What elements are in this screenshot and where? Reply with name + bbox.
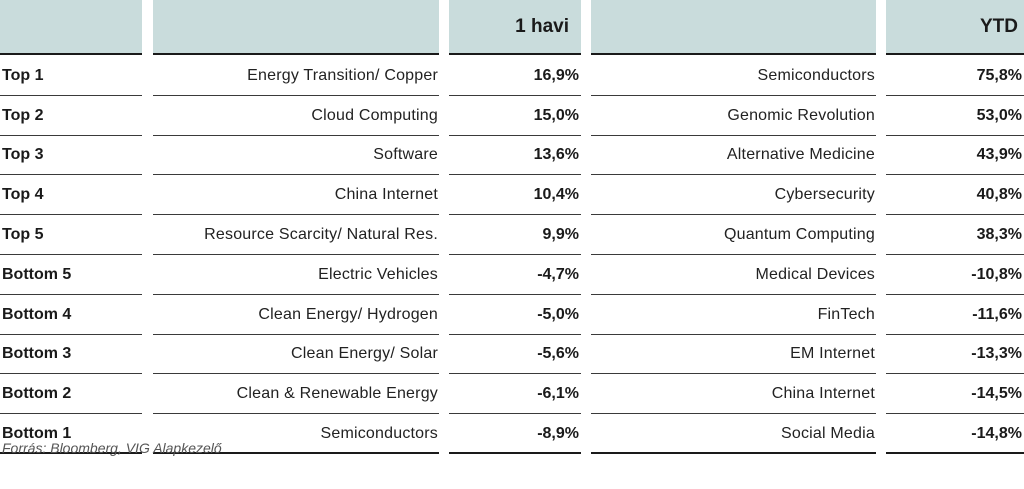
header-ytd: YTD	[886, 0, 1024, 55]
row-name-1m: China Internet	[153, 176, 439, 216]
row-value-1m: 10,4%	[449, 176, 581, 216]
row-name-1m: Clean Energy/ Hydrogen	[153, 296, 439, 335]
table-body: Top 1 Energy Transition/ Copper 16,9% Semic…	[0, 57, 1024, 455]
row-name-ytd: China Internet	[591, 375, 876, 415]
row-name-1m: Clean Energy/ Solar	[153, 336, 439, 375]
row-name-1m: Clean & Renewable Energy	[153, 375, 439, 415]
table-row: Top 3 Software 13,6% Alternative Medicine 43…	[0, 137, 1024, 177]
row-rank: Bottom 3	[0, 336, 142, 375]
table-row: Top 5 Resource Scarcity/ Natural Res. 9,9%…	[0, 216, 1024, 256]
row-value-1m: 13,6%	[449, 137, 581, 176]
row-name-ytd: Cybersecurity	[591, 176, 876, 216]
row-name-ytd: Genomic Revolution	[591, 97, 876, 136]
row-value-1m: 16,9%	[449, 57, 581, 96]
row-value-ytd: 53,0%	[886, 97, 1024, 136]
header-name-ytd	[591, 0, 876, 55]
row-value-ytd: -10,8%	[886, 256, 1024, 295]
row-name-1m: Electric Vehicles	[153, 256, 439, 295]
row-name-ytd: Alternative Medicine	[591, 137, 876, 176]
table-row: Bottom 5 Electric Vehicles -4,7% Medical De…	[0, 256, 1024, 296]
row-rank: Top 5	[0, 216, 142, 255]
row-value-ytd: -14,8%	[886, 415, 1024, 454]
table-row: Bottom 3 Clean Energy/ Solar -5,6% EM Inter…	[0, 336, 1024, 376]
row-value-ytd: 40,8%	[886, 176, 1024, 216]
row-name-ytd: Medical Devices	[591, 256, 876, 295]
table-row: Top 2 Cloud Computing 15,0% Genomic Revolut…	[0, 97, 1024, 137]
row-name-ytd: Semiconductors	[591, 57, 876, 96]
row-name-ytd: Social Media	[591, 415, 876, 454]
row-name-1m: Cloud Computing	[153, 97, 439, 136]
row-value-ytd: -13,3%	[886, 336, 1024, 375]
row-value-1m: 9,9%	[449, 216, 581, 255]
source-note: Forrás: Bloomberg, VIG Alapkezelő	[2, 440, 222, 456]
row-name-ytd: Quantum Computing	[591, 216, 876, 255]
row-value-1m: -5,6%	[449, 336, 581, 375]
row-rank: Bottom 1	[0, 415, 142, 454]
row-rank: Top 1	[0, 57, 142, 96]
table-row: Bottom 1 Semiconductors -8,9% Social Media -…	[0, 415, 1024, 455]
row-value-1m: -6,1%	[449, 375, 581, 415]
row-name-ytd: FinTech	[591, 296, 876, 335]
row-rank: Top 2	[0, 97, 142, 136]
row-value-ytd: -11,6%	[886, 296, 1024, 335]
row-value-ytd: 38,3%	[886, 216, 1024, 255]
row-value-ytd: 43,9%	[886, 137, 1024, 176]
performance-table: 1 havi YTD Top 1 Energy Transition/ Coppe…	[0, 0, 1024, 455]
row-rank: Bottom 4	[0, 296, 142, 335]
row-name-1m: Resource Scarcity/ Natural Res.	[153, 216, 439, 255]
table-row: Bottom 4 Clean Energy/ Hydrogen -5,0% FinTe…	[0, 296, 1024, 336]
header-1-havi: 1 havi	[449, 0, 581, 55]
header-name-1m	[153, 0, 439, 55]
row-value-1m: -8,9%	[449, 415, 581, 454]
row-name-ytd: EM Internet	[591, 336, 876, 375]
row-value-1m: -5,0%	[449, 296, 581, 335]
row-rank: Top 3	[0, 137, 142, 176]
row-name-1m: Semiconductors	[153, 415, 439, 454]
row-value-ytd: -14,5%	[886, 375, 1024, 415]
row-name-1m: Energy Transition/ Copper	[153, 57, 439, 96]
row-value-1m: 15,0%	[449, 97, 581, 136]
row-value-1m: -4,7%	[449, 256, 581, 295]
row-rank: Bottom 2	[0, 375, 142, 415]
row-rank: Top 4	[0, 176, 142, 216]
table-header: 1 havi YTD	[0, 0, 1024, 57]
table-row: Bottom 2 Clean & Renewable Energy -6,1% Chi…	[0, 375, 1024, 415]
table-row: Top 1 Energy Transition/ Copper 16,9% Semic…	[0, 57, 1024, 97]
header-rank	[0, 0, 142, 55]
row-value-ytd: 75,8%	[886, 57, 1024, 96]
table-row: Top 4 China Internet 10,4% Cybersecurity 40,…	[0, 176, 1024, 216]
row-rank: Bottom 5	[0, 256, 142, 295]
row-name-1m: Software	[153, 137, 439, 176]
